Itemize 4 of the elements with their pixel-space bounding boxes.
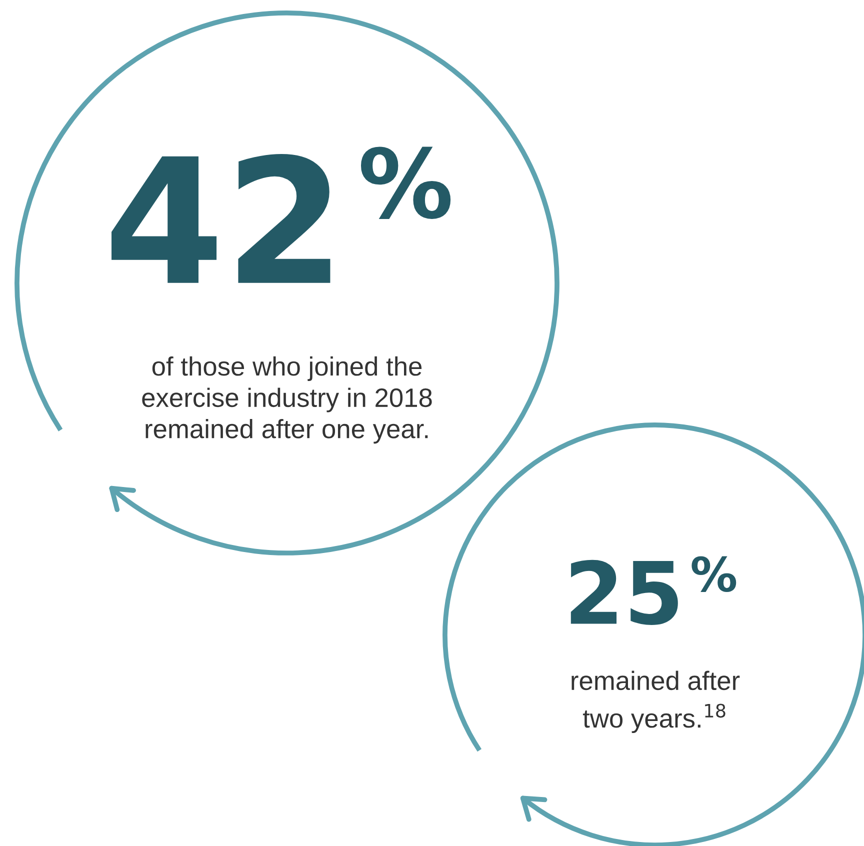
data-label: 42% xyxy=(112,146,451,283)
data-label: 25% xyxy=(570,556,736,625)
category-label: of those who joined the exercise industry in 2018 remained after one year. xyxy=(142,356,432,444)
category-label: remained after two years.$^{18}$ xyxy=(572,670,740,734)
